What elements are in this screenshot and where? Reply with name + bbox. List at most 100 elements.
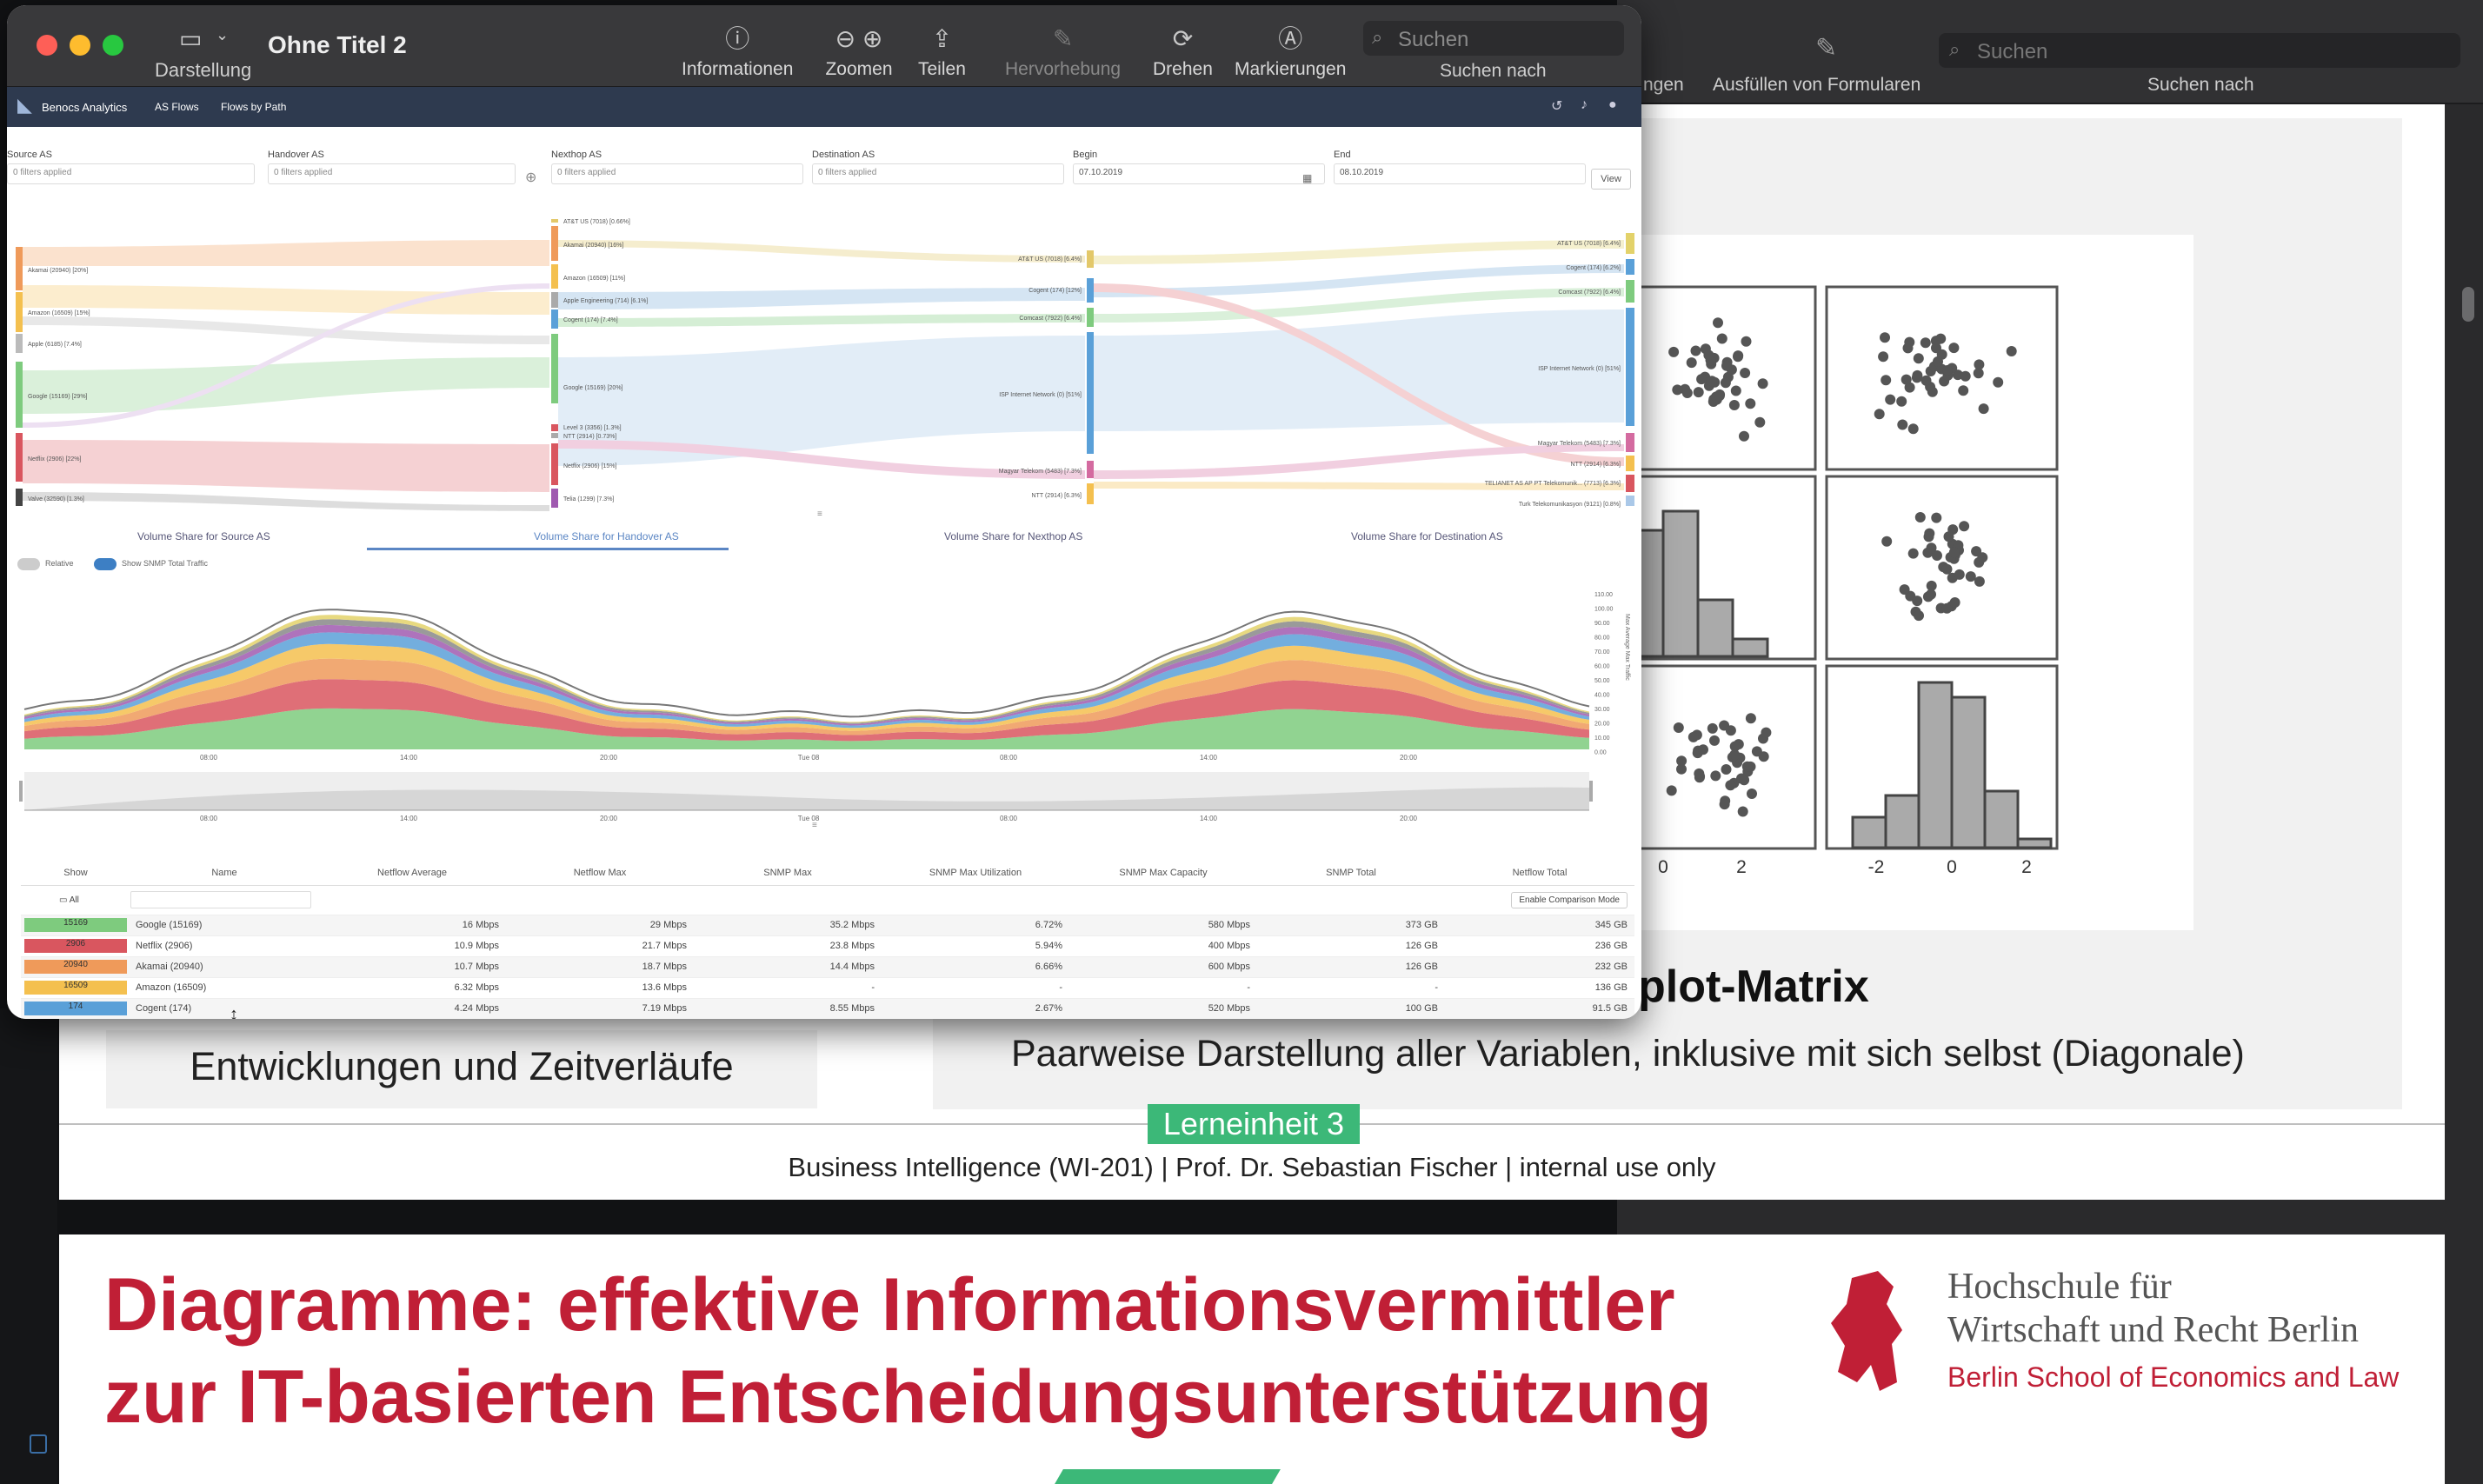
- bg-toolbar-partial-label[interactable]: ngen: [1643, 75, 1684, 95]
- row-color-badge[interactable]: 2906: [24, 939, 127, 953]
- sankey-label: Cogent (174) [6.2%]: [1566, 265, 1621, 271]
- filter-end-date[interactable]: End 08.10.2019: [1334, 150, 1586, 184]
- filter-begin-date[interactable]: Begin 07.10.2019: [1073, 150, 1325, 184]
- hist-bar: [1950, 695, 1987, 849]
- filter-nexthop-as[interactable]: Nexthop AS 0 filters applied: [551, 150, 803, 184]
- row-name: Google (15169): [130, 915, 318, 936]
- history-icon[interactable]: ↺: [1551, 99, 1563, 114]
- col-header-snmp-max-util[interactable]: SNMP Max Utilization: [882, 861, 1069, 886]
- user-icon[interactable]: ●: [1608, 97, 1617, 112]
- info-button[interactable]: ⓘ Informationen: [682, 25, 794, 79]
- table-row[interactable]: 174 Cogent (174) 4.24 Mbps 7.19 Mbps 8.5…: [21, 998, 1634, 1019]
- search-field[interactable]: ⌕ Suchen: [1363, 21, 1624, 56]
- nav-flows-by-path[interactable]: Flows by Path: [221, 101, 287, 113]
- scatter-point: [1719, 799, 1730, 810]
- markup-button[interactable]: Ⓐ Markierungen: [1235, 25, 1347, 79]
- close-button[interactable]: [37, 35, 57, 56]
- right-title: plot-Matrix: [1638, 962, 1869, 1012]
- sankey-label: Comcast (7922) [6.4%]: [1558, 289, 1621, 296]
- col-header-snmp-max-capacity[interactable]: SNMP Max Capacity: [1069, 861, 1257, 886]
- snmp-total-toggle[interactable]: [94, 558, 116, 570]
- table-row[interactable]: 20940 Akamai (20940) 10.7 Mbps 18.7 Mbps…: [21, 956, 1634, 978]
- minimize-button[interactable]: [70, 35, 90, 56]
- col-header-netflow-max[interactable]: Netflow Max: [506, 861, 694, 886]
- sankey-node: [551, 264, 558, 289]
- filter-handover-as[interactable]: Handover AS 0 filters applied: [268, 150, 516, 184]
- scatter-point: [1754, 416, 1766, 428]
- y-tick: 30.00: [1594, 707, 1610, 713]
- tab-source-as[interactable]: Volume Share for Source AS: [137, 530, 270, 542]
- row-color-badge[interactable]: 20940: [24, 960, 127, 974]
- markup-icon: Ⓐ: [1278, 25, 1303, 52]
- row-color-badge[interactable]: 16509: [24, 981, 127, 995]
- col-header-netflow-average[interactable]: Netflow Average: [318, 861, 506, 886]
- col-header-netflow-total[interactable]: Netflow Total: [1445, 861, 1634, 886]
- scrollbar-thumb[interactable]: [2462, 287, 2474, 322]
- swap-icon[interactable]: ⊕: [525, 170, 537, 185]
- y-tick: 110.00: [1594, 592, 1613, 598]
- nav-as-flows[interactable]: AS Flows: [155, 101, 199, 113]
- zoom-button[interactable]: ⊖ ⊕ Zoomen: [825, 25, 893, 79]
- brush-handle-left[interactable]: [19, 781, 23, 802]
- form-fill-icon[interactable]: ✎: [1815, 34, 1838, 63]
- chevron-down-icon[interactable]: ⌄: [216, 26, 230, 43]
- bell-icon[interactable]: ♪: [1581, 97, 1588, 112]
- scatter-point: [1958, 385, 1969, 396]
- volume-tabs: Volume Share for Source AS Volume Share …: [7, 527, 1641, 553]
- scatter-point: [1911, 372, 1922, 383]
- relative-toggle[interactable]: [17, 558, 40, 570]
- table-row[interactable]: 15169 Google (15169) 16 Mbps 29 Mbps 35.…: [21, 915, 1634, 936]
- share-button[interactable]: ⇪ Teilen: [918, 25, 966, 79]
- scatter-point: [1954, 569, 1965, 580]
- filter-destination-as[interactable]: Destination AS 0 filters applied: [812, 150, 1064, 184]
- sidebar-toggle-icon[interactable]: ▭: [179, 25, 203, 52]
- row-netflow-avg: 16 Mbps: [318, 915, 506, 936]
- scatter-point: [1729, 741, 1741, 752]
- col-header-name[interactable]: Name: [130, 861, 318, 886]
- brush-x-axis: 08:00 14:00 20:00 Tue 08 08:00 14:00 20:…: [200, 815, 1418, 822]
- col-header-snmp-total[interactable]: SNMP Total: [1257, 861, 1445, 886]
- col-header-snmp-max[interactable]: SNMP Max: [694, 861, 882, 886]
- view-button[interactable]: View: [1591, 169, 1631, 190]
- row-color-badge[interactable]: 174: [24, 1002, 127, 1015]
- col-header-show[interactable]: Show: [21, 861, 130, 886]
- calendar-icon[interactable]: ▦: [1302, 172, 1313, 184]
- sankey-label: Amazon (16509) [15%]: [28, 310, 90, 316]
- highlight-pen-icon: ✎: [1052, 25, 1074, 52]
- slide-footer: Business Intelligence (WI-201) | Prof. D…: [788, 1152, 1716, 1182]
- name-filter-input[interactable]: [130, 891, 311, 908]
- tab-destination-as[interactable]: Volume Share for Destination AS: [1351, 530, 1503, 542]
- row-snmp-capacity: -: [1069, 977, 1257, 999]
- tab-handover-as[interactable]: Volume Share for Handover AS: [534, 530, 679, 542]
- zoom-window-button[interactable]: [103, 35, 123, 56]
- scatter-point: [1974, 359, 1985, 370]
- scatter-points: [1666, 317, 2017, 817]
- scatter-point: [1913, 353, 1924, 364]
- sankey-node: [1626, 496, 1634, 506]
- dock-app-icon[interactable]: [30, 1434, 47, 1454]
- table-row[interactable]: 16509 Amazon (16509) 6.32 Mbps 13.6 Mbps…: [21, 977, 1634, 999]
- fill-forms-button[interactable]: Ausfüllen von Formularen: [1713, 75, 1921, 95]
- sankey-node: [1087, 278, 1094, 303]
- tab-nexthop-as[interactable]: Volume Share for Nexthop AS: [944, 530, 1083, 542]
- scatter-point: [1926, 542, 1937, 554]
- table-header-row: Show Name Netflow Average Netflow Max SN…: [21, 861, 1634, 886]
- row-color-badge[interactable]: 15169: [24, 918, 127, 932]
- bg-search-field[interactable]: ⌕ Suchen: [1939, 33, 2460, 68]
- rotate-button[interactable]: ⟳ Drehen: [1153, 25, 1213, 79]
- scatter-point: [1707, 376, 1718, 387]
- table-row[interactable]: 2906 Netflix (2906) 10.9 Mbps 21.7 Mbps …: [21, 935, 1634, 957]
- resize-handle-icon[interactable]: ≡: [817, 509, 822, 518]
- show-all-toggle-icon[interactable]: ▭: [59, 895, 70, 905]
- row-netflow-avg: 10.9 Mbps: [318, 935, 506, 957]
- enable-comparison-button[interactable]: Enable Comparison Mode: [1511, 891, 1628, 908]
- row-snmp-total: 126 GB: [1257, 956, 1445, 978]
- brush-x-tick: 08:00: [1000, 815, 1018, 822]
- highlight-button[interactable]: ✎ Hervorhebung: [1005, 25, 1122, 79]
- resize-handle-icon[interactable]: ≡: [812, 821, 817, 830]
- brush-handle-right[interactable]: [1589, 781, 1593, 802]
- y-tick: 50.00: [1594, 678, 1610, 684]
- filter-source-as[interactable]: Source AS 0 filters applied: [7, 150, 255, 184]
- view-menu-label[interactable]: Darstellung: [155, 59, 252, 81]
- scatter-point: [1907, 548, 1919, 559]
